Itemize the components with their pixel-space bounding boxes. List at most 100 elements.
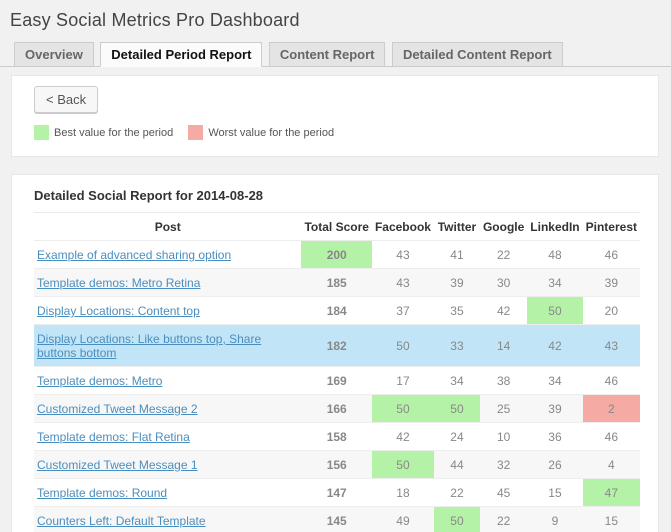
metric-cell: 39	[582, 268, 640, 297]
metric-cell: 26	[527, 450, 583, 479]
post-link[interactable]: Customized Tweet Message 2	[37, 402, 198, 416]
metric-cell: 10	[479, 422, 528, 451]
column-header-google: Google	[482, 220, 525, 234]
worst-value-label: Worst value for the period	[208, 127, 335, 139]
total-score-cell: 145	[301, 506, 372, 532]
metric-cell: 20	[582, 296, 640, 325]
metric-cell: 34	[527, 366, 583, 395]
metric-cell: 42	[479, 296, 528, 325]
metric-cell: 43	[371, 268, 434, 297]
total-score-cell: 166	[301, 394, 372, 423]
report-title: Detailed Social Report for 2014-08-28	[34, 188, 264, 203]
table-row: Customized Tweet Message 2 166 50 50 25 39 2	[34, 394, 640, 423]
post-cell: Template demos: Metro Retina	[34, 268, 302, 297]
metric-cell: 15	[582, 506, 640, 532]
metric-cell: 34	[433, 366, 480, 395]
metric-cell: 37	[371, 296, 434, 325]
metric-cell: 9	[527, 506, 583, 532]
metric-cell: 46	[582, 422, 640, 451]
controls-panel: < Back Best value for the period Worst v…	[11, 75, 659, 157]
column-header-post: Post	[154, 220, 181, 234]
metric-cell: 47	[582, 478, 640, 507]
total-score-cell: 184	[301, 296, 372, 325]
metric-cell: 41	[433, 240, 480, 269]
back-button[interactable]: < Back	[34, 86, 99, 113]
column-header-pinterest: Pinterest	[585, 220, 637, 234]
best-value-swatch	[34, 125, 49, 140]
total-score-cell: 169	[301, 366, 372, 395]
report-table: Post Total Score Facebook Twitter Google…	[34, 212, 640, 532]
post-link[interactable]: Template demos: Round	[37, 486, 168, 500]
total-score-cell: 200	[301, 240, 372, 269]
column-header-facebook: Facebook	[374, 220, 431, 234]
post-link[interactable]: Display Locations: Like buttons top, Sha…	[37, 332, 262, 360]
metric-cell: 30	[479, 268, 528, 297]
total-score-cell: 156	[301, 450, 372, 479]
page-title: Easy Social Metrics Pro Dashboard	[10, 10, 300, 30]
metric-cell: 35	[433, 296, 480, 325]
worst-value-swatch	[188, 125, 204, 140]
post-link[interactable]: Counters Left: Default Template	[37, 514, 206, 528]
metric-cell: 50	[527, 296, 583, 325]
total-score-cell: 182	[301, 324, 372, 367]
metric-cell: 15	[527, 478, 583, 507]
metric-cell: 22	[479, 240, 528, 269]
metric-cell: 2	[582, 394, 640, 423]
tab-overview[interactable]: Overview	[14, 42, 94, 67]
post-link[interactable]: Example of advanced sharing option	[37, 248, 232, 262]
total-score-cell: 147	[301, 478, 372, 507]
metric-cell: 48	[527, 240, 583, 269]
metric-cell: 38	[479, 366, 528, 395]
table-row: Template demos: Flat Retina 158 42 24 10 36 46	[34, 422, 640, 451]
metric-cell: 34	[527, 268, 583, 297]
metric-cell: 42	[527, 324, 583, 367]
metric-cell: 39	[433, 268, 480, 297]
report-panel: Detailed Social Report for 2014-08-28 Po…	[11, 174, 659, 532]
post-cell: Counters Left: Default Template	[34, 506, 302, 532]
metric-cell: 32	[479, 450, 528, 479]
best-value-label: Best value for the period	[54, 127, 174, 139]
post-link[interactable]: Template demos: Flat Retina	[37, 430, 190, 444]
tab-bar: Overview Detailed Period Report Content …	[0, 42, 671, 67]
tab-detailed-period-report[interactable]: Detailed Period Report	[100, 42, 263, 67]
table-row: Customized Tweet Message 1 156 50 44 32 26 4	[34, 450, 640, 479]
column-header-twitter: Twitter	[437, 220, 477, 234]
tab-content-report[interactable]: Content Report	[268, 42, 386, 67]
metric-cell: 46	[582, 240, 640, 269]
metric-cell: 50	[371, 450, 434, 479]
tab-detailed-content-report[interactable]: Detailed Content Report	[391, 42, 563, 67]
metric-cell: 14	[479, 324, 528, 367]
metric-cell: 44	[433, 450, 480, 479]
post-link[interactable]: Template demos: Metro Retina	[37, 276, 201, 290]
post-link[interactable]: Customized Tweet Message 1	[37, 458, 198, 472]
metric-cell: 50	[371, 394, 434, 423]
metric-cell: 45	[479, 478, 528, 507]
post-cell: Example of advanced sharing option	[34, 240, 302, 269]
table-row: Example of advanced sharing option 200 43 4…	[34, 240, 640, 269]
metric-cell: 36	[527, 422, 583, 451]
column-header-total-score: Total Score	[304, 220, 369, 234]
column-header-linkedin: LinkedIn	[530, 220, 580, 234]
total-score-cell: 185	[301, 268, 372, 297]
post-cell: Display Locations: Content top	[34, 296, 302, 325]
metric-cell: 46	[582, 366, 640, 395]
post-cell: Template demos: Flat Retina	[34, 422, 302, 451]
table-row: Counters Left: Default Template 145 49 50 22…	[34, 506, 640, 532]
metric-cell: 50	[433, 394, 480, 423]
table-row: Display Locations: Content top 184 37 35 42 5…	[34, 296, 640, 325]
metric-cell: 49	[371, 506, 434, 532]
metric-cell: 50	[433, 506, 480, 532]
table-row: Template demos: Round 147 18 22 45 15 47	[34, 478, 640, 507]
metric-cell: 43	[582, 324, 640, 367]
metric-cell: 22	[479, 506, 528, 532]
table-header-row: Post Total Score Facebook Twitter Google…	[34, 213, 640, 241]
post-cell: Display Locations: Like buttons top, Sha…	[34, 324, 302, 367]
post-link[interactable]: Template demos: Metro	[37, 374, 163, 388]
post-cell: Customized Tweet Message 2	[34, 394, 302, 423]
metric-cell: 18	[371, 478, 434, 507]
table-row: Template demos: Metro Retina 185 43 39 30 34 3…	[34, 268, 640, 297]
post-link[interactable]: Display Locations: Content top	[37, 304, 200, 318]
total-score-cell: 158	[301, 422, 372, 451]
legend: Best value for the period Worst value fo…	[34, 125, 636, 140]
post-cell: Template demos: Metro	[34, 366, 302, 395]
